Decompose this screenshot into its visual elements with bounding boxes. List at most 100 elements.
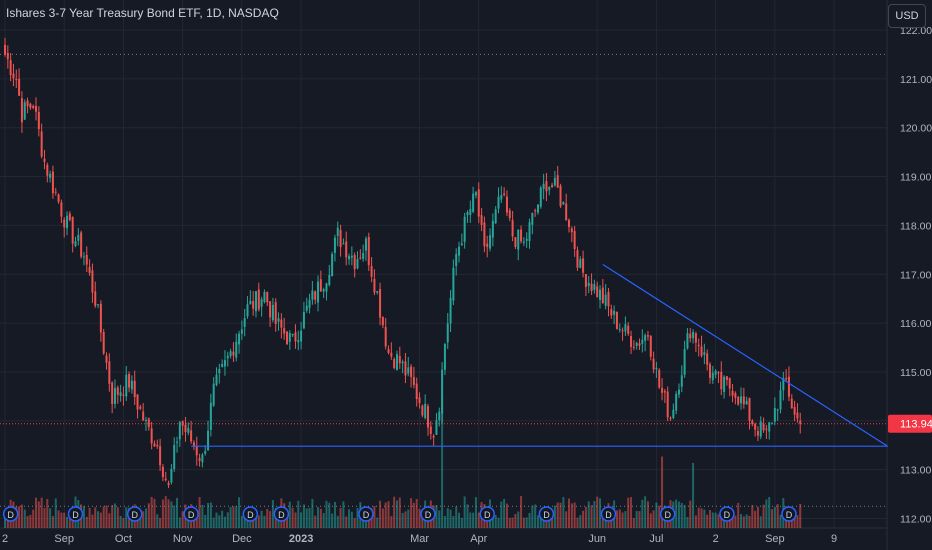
candle-body bbox=[711, 372, 714, 381]
candle-body bbox=[435, 420, 438, 435]
dividend-marker[interactable]: D bbox=[600, 506, 617, 522]
candle-body bbox=[215, 374, 218, 386]
price-axis[interactable]: 122.00 121.00 120.00 119.00 118.00 117.00 116.… bbox=[888, 25, 932, 526]
candle-body bbox=[29, 103, 32, 108]
candle-body bbox=[621, 330, 624, 332]
candle-body bbox=[446, 323, 449, 343]
volume-bar bbox=[711, 512, 714, 528]
volume-bar bbox=[159, 517, 162, 528]
marker-label: D bbox=[7, 510, 14, 520]
candle-body bbox=[627, 325, 630, 334]
volume-bar bbox=[635, 511, 638, 528]
candle-body bbox=[723, 376, 726, 392]
volume-bar bbox=[677, 501, 680, 528]
candle-body bbox=[776, 409, 779, 411]
volume-bar bbox=[714, 512, 717, 528]
dividend-marker[interactable]: D bbox=[2, 506, 19, 522]
time-axis[interactable]: 2 Sep Oct Nov Dec 2023 Mar Apr Jun Jul 2 Sep 9 bbox=[2, 533, 837, 545]
volume-bar bbox=[398, 497, 401, 528]
dividend-marker[interactable]: D bbox=[659, 506, 676, 522]
candle-body bbox=[198, 458, 201, 461]
candle-body bbox=[246, 304, 249, 317]
candle-body bbox=[20, 98, 23, 123]
candle-body bbox=[40, 131, 43, 157]
candle-body bbox=[677, 389, 680, 395]
volume-bar bbox=[387, 501, 390, 528]
candle-body bbox=[331, 253, 334, 277]
candle-body bbox=[613, 310, 616, 315]
candle-body bbox=[395, 354, 398, 370]
candle-body bbox=[508, 210, 511, 219]
volume-bar bbox=[35, 497, 38, 528]
candle-body bbox=[325, 283, 328, 292]
volume-bar bbox=[111, 505, 114, 528]
dividend-marker[interactable]: D bbox=[126, 506, 143, 522]
price-tick-label: 113.00 bbox=[900, 465, 931, 477]
dividend-marker[interactable]: D bbox=[781, 506, 797, 522]
dividend-marker[interactable]: D bbox=[273, 506, 290, 522]
dividend-marker[interactable]: D bbox=[479, 506, 495, 522]
volume-bar bbox=[553, 505, 556, 528]
volume-bar bbox=[514, 513, 517, 528]
candle-body bbox=[737, 397, 740, 405]
volume-bar bbox=[455, 506, 458, 528]
volume-bar bbox=[94, 507, 97, 528]
dividend-marker[interactable]: D bbox=[242, 506, 259, 522]
volume-bar bbox=[181, 511, 184, 528]
candle-body bbox=[263, 291, 266, 302]
candle-body bbox=[339, 229, 342, 248]
candle-body bbox=[266, 291, 269, 303]
volume-bar bbox=[145, 508, 147, 528]
candle-body bbox=[449, 297, 452, 324]
dividend-marker[interactable]: D bbox=[538, 506, 555, 522]
drawings[interactable] bbox=[191, 263, 888, 447]
volume-bar bbox=[46, 498, 49, 528]
dividend-marker[interactable]: D bbox=[420, 506, 436, 522]
candle-body bbox=[249, 300, 252, 305]
volume-bar bbox=[373, 505, 376, 528]
volume-bar bbox=[288, 501, 291, 528]
dividend-marker[interactable]: D bbox=[358, 506, 374, 522]
dividend-marker[interactable]: D bbox=[183, 506, 199, 522]
volume-bar bbox=[709, 510, 711, 528]
candle-body bbox=[229, 351, 232, 357]
candle-body bbox=[150, 428, 153, 444]
volume-bar bbox=[201, 504, 204, 528]
candle-body bbox=[94, 291, 97, 306]
volume-bar bbox=[322, 513, 325, 528]
candle-body bbox=[314, 291, 317, 300]
volume-bar bbox=[254, 510, 257, 528]
marker-circle bbox=[538, 506, 555, 522]
candle-body bbox=[503, 193, 506, 196]
volume-bar bbox=[130, 517, 133, 528]
currency-button[interactable]: USD bbox=[888, 4, 926, 28]
dividend-marker[interactable]: D bbox=[719, 506, 735, 522]
trendline[interactable] bbox=[602, 263, 888, 447]
candle-body bbox=[43, 158, 46, 162]
candle-body bbox=[793, 406, 796, 415]
volume-bar bbox=[108, 513, 111, 528]
volume-bar bbox=[700, 508, 703, 528]
candle-body bbox=[74, 241, 77, 247]
candle-body bbox=[271, 304, 274, 321]
candle-body bbox=[796, 412, 799, 419]
candle-body bbox=[280, 319, 283, 328]
chart-title: Ishares 3-7 Year Treasury Bond ETF, 1D, … bbox=[6, 6, 279, 20]
volume-bar bbox=[776, 504, 779, 528]
candle-body bbox=[113, 387, 116, 404]
volume-bar bbox=[582, 510, 585, 528]
volume-bar bbox=[734, 515, 737, 528]
volume-bar bbox=[568, 498, 570, 528]
volume-bar bbox=[178, 517, 181, 528]
candle-body bbox=[57, 194, 60, 202]
candle-body bbox=[511, 220, 514, 237]
candle-body bbox=[720, 371, 723, 390]
volume-bar bbox=[102, 506, 105, 528]
marker-circle bbox=[600, 506, 617, 522]
volume-bar bbox=[4, 515, 6, 528]
volume-bar bbox=[545, 515, 548, 528]
volume-bar bbox=[539, 512, 542, 528]
dividend-marker[interactable]: D bbox=[67, 506, 84, 522]
